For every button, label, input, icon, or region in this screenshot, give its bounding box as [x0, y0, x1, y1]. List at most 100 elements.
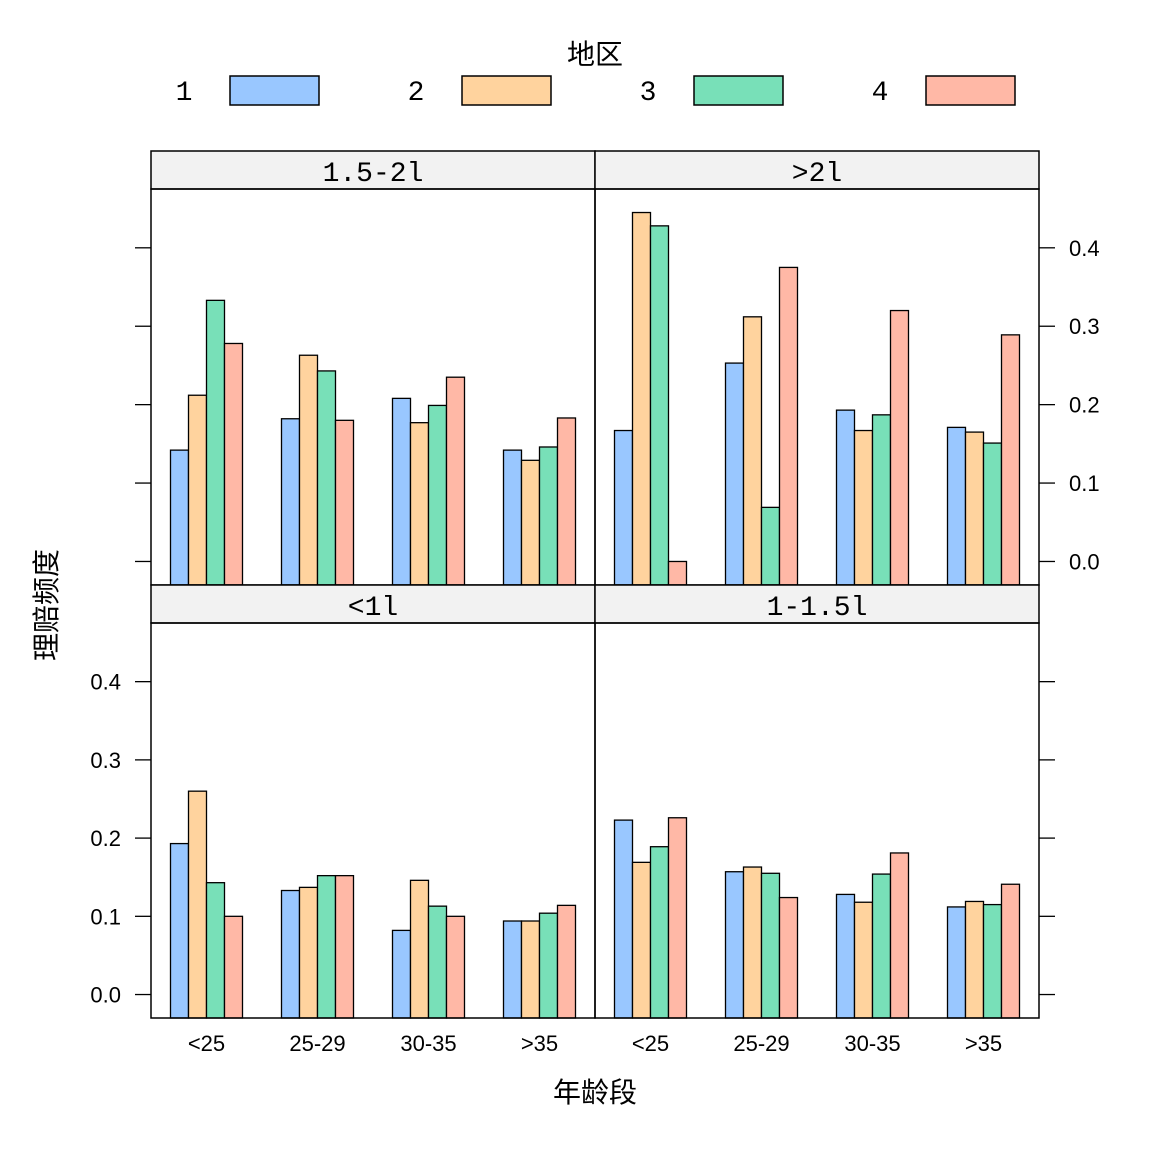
- bar-25-29-region-1: [280, 889, 301, 1019]
- bar-25-29-region-3: [760, 872, 781, 1019]
- strip-bg: [150, 584, 596, 624]
- strip-label: >2l: [792, 159, 842, 190]
- bar-gt35-region-1: [946, 426, 967, 586]
- legend-label-2: 2: [408, 78, 425, 109]
- strip-bg: [594, 150, 1040, 190]
- x-tick-label: 25-29: [289, 1031, 345, 1056]
- bar-lt25-region-3: [205, 882, 226, 1019]
- legend-swatch-3: [693, 75, 784, 106]
- bar-30-35-region-1: [391, 397, 412, 586]
- bar-gt35-region-3: [538, 912, 559, 1019]
- bar-30-35-region-2: [853, 429, 874, 586]
- bar-gt35-region-4: [1000, 334, 1021, 586]
- bar-gt35-region-3: [982, 442, 1003, 586]
- bar-lt25-region-2: [187, 790, 208, 1019]
- bar-30-35-region-4: [889, 309, 910, 586]
- panel-gt2l: >2l: [594, 150, 1040, 586]
- y-tick-label: 0.1: [90, 904, 121, 929]
- bar-lt25-region-3: [649, 225, 670, 586]
- bar-30-35-region-1: [391, 929, 412, 1019]
- bar-gt35-region-1: [502, 449, 523, 586]
- bar-gt35-region-1: [946, 906, 967, 1019]
- strip-bg: [150, 150, 596, 190]
- bar-lt25-region-4: [667, 560, 688, 586]
- y-tick-label: 0.3: [1069, 314, 1100, 339]
- bar-25-29-region-4: [334, 419, 355, 586]
- strip-label: <1l: [348, 593, 398, 624]
- y-tick-label: 0.4: [1069, 236, 1100, 261]
- panel-border: [594, 622, 1040, 1019]
- strip-label: 1.5-2l: [323, 159, 424, 190]
- bar-25-29-region-3: [316, 370, 337, 586]
- bar-25-29-region-1: [724, 871, 745, 1019]
- bar-30-35-region-1: [835, 893, 856, 1019]
- bar-lt25-region-1: [613, 819, 634, 1019]
- bar-30-35-region-1: [835, 409, 856, 586]
- bar-lt25-region-4: [223, 342, 244, 586]
- bar-gt35-region-4: [1000, 883, 1021, 1019]
- bar-lt25-region-2: [631, 211, 652, 586]
- x-tick-label: <25: [188, 1031, 225, 1056]
- bar-30-35-region-2: [409, 879, 430, 1019]
- bar-30-35-region-3: [871, 873, 892, 1019]
- x-axis-label: 年龄段: [553, 1077, 637, 1108]
- bar-30-35-region-3: [871, 414, 892, 586]
- y-tick-label: 0.0: [1069, 549, 1100, 574]
- y-tick-label: 0.4: [90, 670, 121, 695]
- y-tick-label: 0.3: [90, 748, 121, 773]
- bar-lt25-region-1: [169, 449, 190, 586]
- bar-gt35-region-2: [964, 431, 985, 586]
- panel-1p5-2l: 1.5-2l: [150, 150, 596, 586]
- strip-label: 1-1.5l: [767, 593, 868, 624]
- bar-gt35-region-4: [556, 417, 577, 586]
- bar-25-29-region-3: [760, 506, 781, 586]
- legend: 1 2 3 4: [176, 75, 1016, 109]
- bar-gt35-region-1: [502, 920, 523, 1019]
- axes: 0.0 0.1 0.2 0.3 0.4 0.0 0.1 0.2 0.3 0.4 <25 25-29 30…: [90, 236, 1099, 1056]
- bar-30-35-region-4: [445, 376, 466, 586]
- bar-lt25-region-2: [631, 861, 652, 1019]
- legend-title: 地区: [567, 39, 623, 73]
- panel-lt1l: <1l: [150, 584, 596, 1019]
- y-tick-label: 0.1: [1069, 471, 1100, 496]
- x-tick-label: 25-29: [733, 1031, 789, 1056]
- bar-25-29-region-4: [778, 896, 799, 1019]
- bar-gt35-region-2: [520, 459, 541, 586]
- strip-bg: [594, 584, 1040, 624]
- bar-gt35-region-4: [556, 904, 577, 1019]
- bar-gt35-region-2: [520, 920, 541, 1019]
- bar-25-29-region-1: [724, 362, 745, 586]
- legend-label-3: 3: [640, 78, 657, 109]
- bar-lt25-region-4: [223, 915, 244, 1019]
- bar-25-29-region-3: [316, 874, 337, 1019]
- bar-lt25-region-1: [613, 429, 634, 586]
- x-tick-label: >35: [521, 1031, 558, 1056]
- y-axis-label: 理赔频度: [31, 549, 62, 661]
- bar-lt25-region-2: [187, 394, 208, 586]
- bar-25-29-region-2: [298, 886, 319, 1019]
- bar-lt25-region-1: [169, 842, 190, 1019]
- x-tick-label: 30-35: [400, 1031, 456, 1056]
- bar-30-35-region-3: [427, 905, 448, 1019]
- bar-25-29-region-4: [778, 266, 799, 586]
- bar-30-35-region-4: [889, 852, 910, 1019]
- bar-lt25-region-4: [667, 817, 688, 1019]
- bar-25-29-region-2: [742, 316, 763, 586]
- bar-25-29-region-2: [298, 354, 319, 586]
- bar-30-35-region-3: [427, 404, 448, 586]
- bar-25-29-region-4: [334, 874, 355, 1019]
- panels: 1.5-2l >2l <1l 1-1.5l: [150, 150, 1040, 1019]
- legend-swatch-4: [925, 75, 1016, 106]
- bar-25-29-region-1: [280, 418, 301, 586]
- legend-swatch-1: [229, 75, 320, 106]
- y-tick-label: 0.2: [1069, 393, 1100, 418]
- bar-gt35-region-3: [538, 446, 559, 586]
- bar-30-35-region-4: [445, 915, 466, 1019]
- legend-label-1: 1: [176, 78, 193, 109]
- legend-label-4: 4: [872, 78, 889, 109]
- bar-25-29-region-2: [742, 866, 763, 1019]
- panel-1-1p5l: 1-1.5l: [594, 584, 1040, 1019]
- y-tick-label: 0.2: [90, 826, 121, 851]
- bar-30-35-region-2: [853, 901, 874, 1019]
